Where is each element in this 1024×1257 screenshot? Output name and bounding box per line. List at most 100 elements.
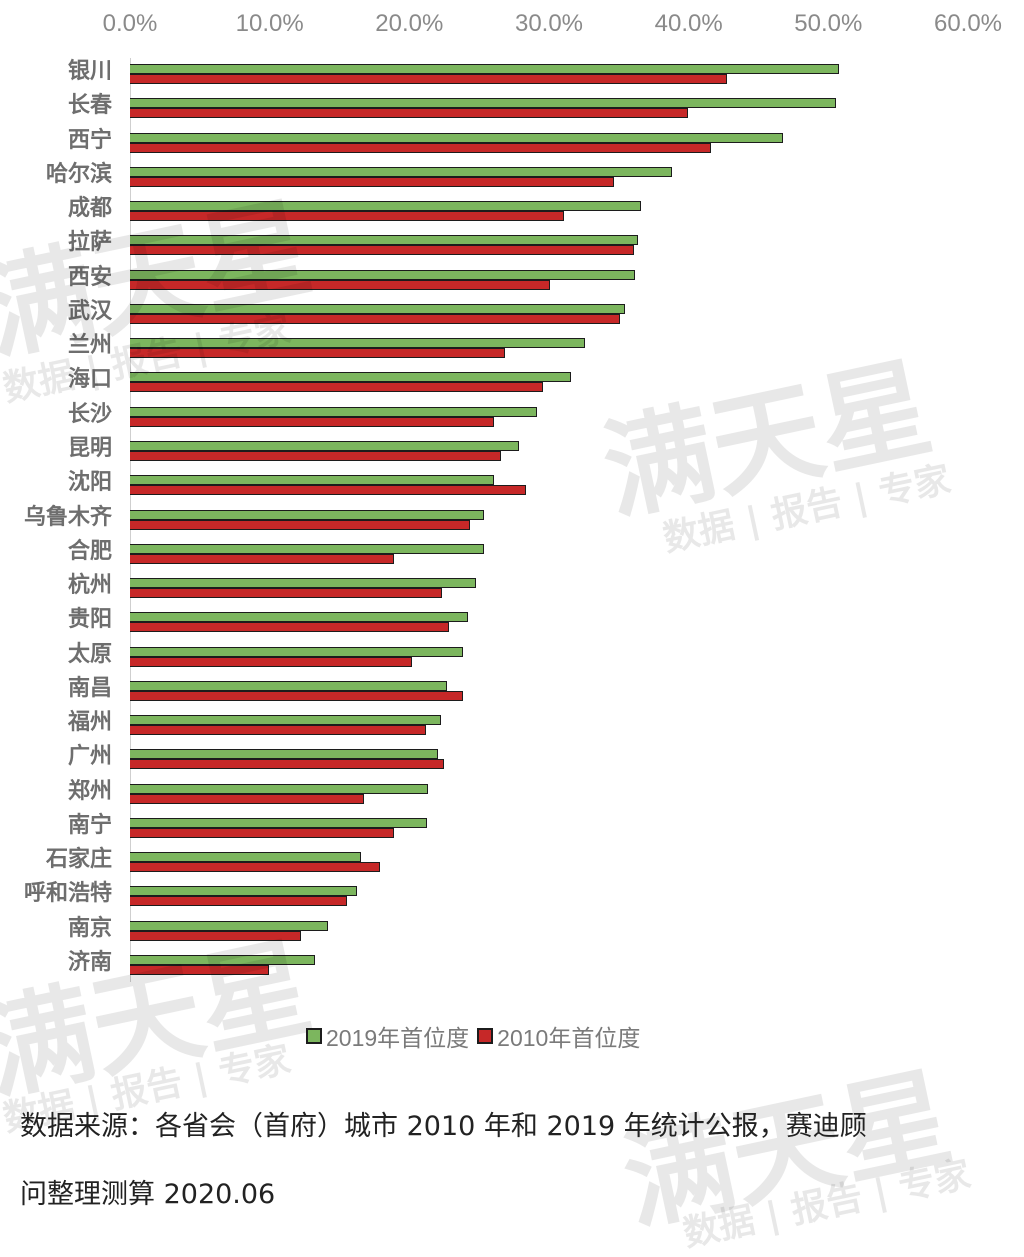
bar-row: 成都 [0, 195, 1024, 223]
bar-2010 [130, 142, 711, 153]
chart-legend: 2019年首位度 2010年首位度 [306, 1019, 648, 1053]
category-label: 杭州 [67, 572, 112, 599]
x-tick-label: 40.0% [654, 10, 723, 37]
category-label: 哈尔滨 [45, 160, 112, 187]
category-label: 成都 [67, 195, 112, 222]
category-label: 郑州 [67, 777, 112, 804]
legend-item-2019: 2019年首位度 [306, 1019, 469, 1053]
bar-2019 [130, 955, 316, 966]
category-label: 西宁 [67, 126, 112, 153]
bar-2019 [130, 338, 585, 349]
category-label: 长沙 [67, 400, 112, 427]
bar-2019 [130, 440, 520, 451]
bar-row: 南昌 [0, 675, 1024, 703]
category-label: 武汉 [67, 297, 112, 324]
category-label: 石家庄 [45, 846, 112, 873]
bar-2019 [130, 509, 485, 520]
bar-2019 [130, 132, 784, 143]
category-label: 贵阳 [67, 606, 112, 633]
bar-2010 [130, 930, 302, 941]
x-tick-label: 0.0% [102, 10, 158, 37]
bar-row: 南京 [0, 915, 1024, 943]
category-label: 昆明 [67, 434, 112, 461]
bar-2019 [130, 235, 638, 246]
x-tick-label: 60.0% [933, 10, 1003, 37]
bar-2010 [130, 690, 464, 701]
bar-2010 [130, 313, 620, 324]
bar-2010 [130, 896, 348, 907]
bar-2010 [130, 74, 728, 84]
bar-2019 [130, 98, 837, 109]
bar-2019 [130, 578, 476, 589]
x-tick-label: 50.0% [794, 10, 863, 37]
bar-2010 [130, 862, 380, 873]
category-label: 沈阳 [67, 469, 112, 496]
x-tick-label: 30.0% [514, 10, 584, 37]
bar-2010 [130, 348, 506, 359]
bar-2010 [130, 759, 444, 770]
bar-row: 杭州 [0, 572, 1024, 600]
category-label: 太原 [67, 640, 112, 667]
bar-2019 [130, 680, 447, 691]
bar-2010 [130, 382, 544, 393]
category-label: 银川 [67, 58, 112, 84]
bar-2019 [130, 406, 538, 417]
bar-row: 昆明 [0, 435, 1024, 463]
x-axis-tick-labels: 0.0% 10.0% 20.0% 30.0% 40.0% 50.0% 60.0% [0, 10, 1024, 44]
category-label: 福州 [67, 709, 112, 736]
bar-2010 [130, 279, 550, 290]
category-label: 广州 [67, 743, 112, 770]
bar-row: 西安 [0, 264, 1024, 292]
x-tick-label: 20.0% [375, 10, 444, 37]
bar-2019 [130, 646, 464, 657]
bar-2019 [130, 920, 328, 931]
bar-row: 郑州 [0, 778, 1024, 806]
bar-row: 乌鲁木齐 [0, 504, 1024, 532]
category-label: 兰州 [67, 332, 112, 359]
bar-row: 南宁 [0, 812, 1024, 840]
bar-row: 贵阳 [0, 606, 1024, 634]
source-note-line2: 问整理测算 2020.06 [20, 1179, 276, 1210]
bar-2010 [130, 588, 443, 599]
bar-2010 [130, 553, 394, 564]
bar-row: 石家庄 [0, 846, 1024, 874]
category-label: 南宁 [67, 811, 112, 838]
watermark-tagline: 数据 | 报告 | 专家 [679, 1153, 975, 1255]
bar-2019 [130, 475, 495, 486]
source-note-line1: 数据来源：各省会（首府）城市 2010 年和 2019 年统计公报，赛迪顾 [20, 1111, 867, 1142]
legend-item-2010: 2010年首位度 [477, 1019, 640, 1053]
bar-row: 济南 [0, 949, 1024, 977]
category-label: 南昌 [67, 674, 112, 701]
bar-2010 [130, 622, 450, 633]
bar-2019 [130, 852, 362, 863]
bar-2010 [130, 827, 394, 838]
bar-row: 银川 [0, 58, 1024, 86]
bar-row: 太原 [0, 641, 1024, 669]
bar-row: 长春 [0, 92, 1024, 120]
category-label: 济南 [67, 949, 112, 976]
category-label: 拉萨 [67, 229, 112, 256]
category-label: 合肥 [67, 537, 112, 564]
bar-2010 [130, 211, 564, 222]
bar-2019 [130, 201, 641, 212]
bar-row: 长沙 [0, 401, 1024, 429]
bar-2010 [130, 450, 502, 461]
bar-row: 拉萨 [0, 229, 1024, 257]
category-label: 海口 [67, 366, 112, 393]
category-label: 西安 [67, 263, 112, 290]
bar-2019 [130, 783, 429, 794]
bar-2010 [130, 108, 689, 119]
x-tick-label: 10.0% [235, 10, 304, 37]
bar-row: 哈尔滨 [0, 161, 1024, 189]
bar-row: 广州 [0, 743, 1024, 771]
category-label: 南京 [67, 914, 112, 941]
bar-row: 沈阳 [0, 469, 1024, 497]
category-label: 呼和浩特 [23, 880, 112, 907]
category-label: 长春 [67, 92, 112, 119]
bar-row: 西宁 [0, 127, 1024, 155]
bar-2019 [130, 303, 626, 314]
bar-2019 [130, 817, 428, 828]
bar-row: 合肥 [0, 538, 1024, 566]
legend-label: 2019年首位度 [326, 1025, 470, 1051]
bar-2019 [130, 886, 358, 897]
